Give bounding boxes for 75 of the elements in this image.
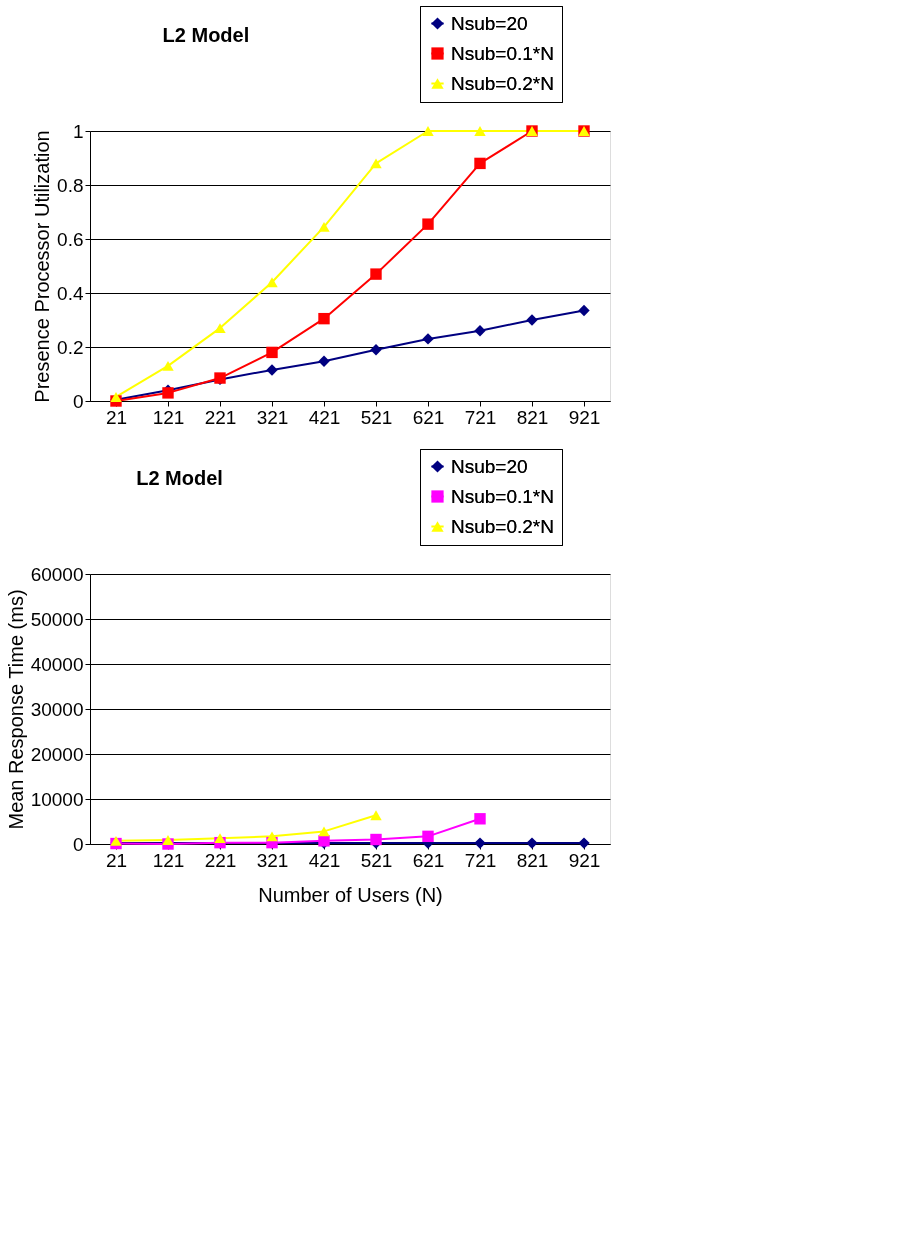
point: [370, 158, 382, 169]
y-tick-label: 20000: [30, 743, 84, 765]
point: [474, 325, 486, 337]
y-tick-label: 30000: [30, 698, 84, 720]
point: [318, 312, 330, 325]
x-tick-label: 121: [152, 406, 185, 428]
x-tick-label: 421: [308, 406, 341, 428]
x-tick-label: 921: [568, 406, 601, 428]
point: [370, 268, 382, 280]
x-tick-label: 321: [256, 406, 289, 428]
y-axis-title: Presence Processor Utilization: [31, 130, 54, 403]
legend-label: Nsub=20: [451, 12, 528, 34]
point: [526, 837, 538, 849]
x-tick-label: 721: [464, 406, 497, 428]
point: [110, 392, 122, 402]
point: [474, 813, 486, 825]
point: [318, 221, 330, 232]
x-axis-title: Number of Users (N): [258, 883, 443, 906]
point: [162, 360, 174, 371]
point: [474, 837, 486, 849]
legend-label: Nsub=0.2*N: [451, 72, 554, 94]
point: [370, 833, 382, 846]
point: [422, 333, 434, 345]
point: [162, 835, 174, 845]
x-tick-label: 821: [516, 849, 549, 871]
legend-label: Nsub=0.1*N: [451, 42, 554, 64]
point: [266, 831, 278, 842]
chart-title: L2 Model: [136, 466, 223, 489]
point: [266, 277, 278, 288]
x-tick-label: 21: [105, 849, 128, 871]
x-tick-label: 921: [568, 849, 601, 871]
y-tick-label: 0.4: [57, 282, 84, 304]
point: [474, 157, 486, 170]
y-tick-label: 50000: [30, 608, 84, 630]
chart-title: L2 Model: [162, 23, 250, 46]
point: [578, 837, 590, 849]
x-tick-label: 221: [204, 849, 237, 871]
point: [214, 833, 226, 844]
y-tick-label: 60000: [30, 563, 84, 585]
x-tick-label: 721: [464, 849, 497, 871]
x-tick-label: 21: [105, 406, 128, 428]
point: [318, 355, 330, 368]
point: [370, 344, 382, 356]
x-tick-label: 521: [360, 406, 393, 428]
point: [474, 126, 486, 136]
y-tick-label: 1: [72, 120, 84, 142]
x-tick-label: 521: [360, 849, 393, 871]
y-tick-label: 0.2: [57, 336, 84, 358]
legend-label: Nsub=20: [451, 455, 528, 477]
point: [266, 346, 278, 359]
y-tick-label: 0: [72, 390, 84, 412]
x-tick-label: 621: [412, 406, 445, 428]
y-tick-label: 10000: [30, 788, 84, 810]
y-tick-label: 0.6: [57, 228, 84, 250]
x-tick-label: 321: [256, 849, 289, 871]
point: [370, 810, 382, 821]
y-tick-label: 0.8: [57, 174, 84, 196]
point: [266, 364, 278, 376]
point: [318, 826, 330, 837]
y-tick-label: 0: [72, 833, 84, 855]
y-axis-title: Mean Response Time (ms): [4, 589, 27, 830]
x-tick-label: 121: [152, 849, 185, 871]
x-tick-label: 221: [204, 406, 237, 428]
point: [578, 304, 590, 317]
point: [422, 126, 434, 136]
y-tick-label: 40000: [30, 653, 84, 675]
point: [214, 323, 226, 334]
x-tick-label: 621: [412, 849, 445, 871]
legend-label: Nsub=0.1*N: [451, 485, 554, 507]
point: [526, 314, 538, 326]
x-tick-label: 821: [516, 406, 549, 428]
x-tick-label: 421: [308, 849, 341, 871]
legend-label: Nsub=0.2*N: [451, 515, 554, 537]
point: [422, 830, 434, 843]
point: [422, 218, 434, 230]
